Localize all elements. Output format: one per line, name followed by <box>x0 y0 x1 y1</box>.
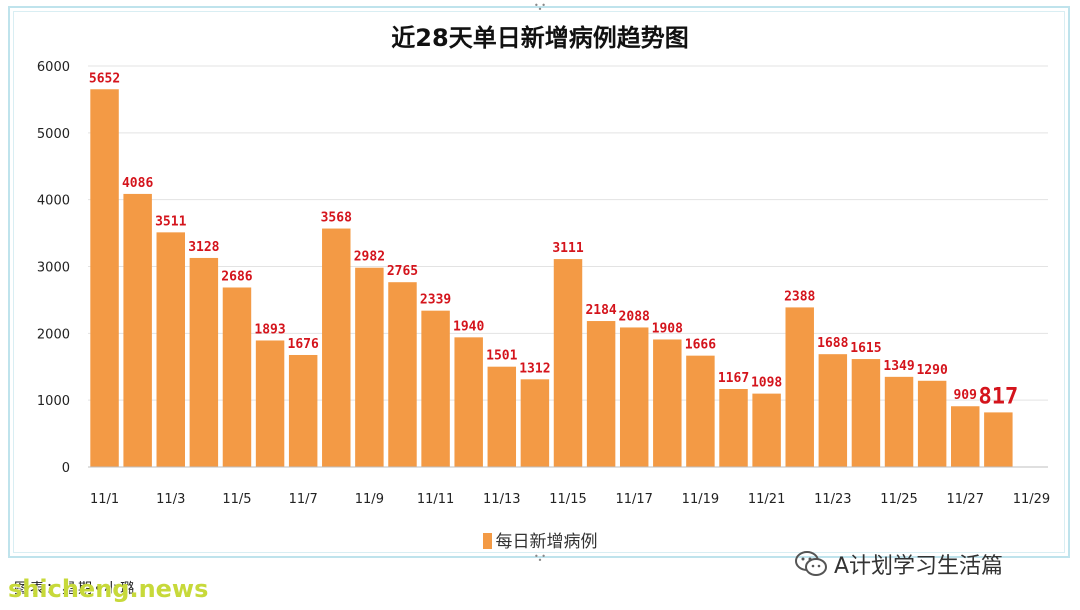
bar-value-label: 1501 <box>486 349 517 364</box>
x-tick-label: 11/21 <box>748 492 785 507</box>
bar <box>619 327 649 467</box>
y-tick-label: 5000 <box>37 127 70 142</box>
bar <box>288 354 318 467</box>
x-tick-label: 11/19 <box>682 492 719 507</box>
bar <box>255 340 285 467</box>
bar <box>686 355 715 467</box>
y-tick-label: 2000 <box>37 327 70 342</box>
site-watermark: shicheng.news <box>8 575 209 603</box>
chart-credit: 图表：星期•小璐 <box>14 581 137 597</box>
bar <box>90 89 119 468</box>
bar <box>322 228 351 467</box>
bar <box>653 339 682 467</box>
bar <box>719 389 748 467</box>
y-tick-label: 0 <box>62 461 70 476</box>
bar-value-label: 2184 <box>585 303 616 318</box>
bar <box>355 267 384 467</box>
bar-value-label: 2388 <box>784 289 815 304</box>
bar <box>884 376 914 467</box>
x-tick-label: 11/9 <box>355 492 384 507</box>
bar <box>123 193 152 467</box>
wechat-account-name: A计划学习生活篇 <box>834 554 1004 579</box>
bar-value-label: 1688 <box>817 336 848 351</box>
y-tick-label: 3000 <box>37 261 70 276</box>
bar <box>984 412 1013 467</box>
bar <box>520 379 550 467</box>
x-tick-label: 11/23 <box>814 492 851 507</box>
legend-label: 每日新增病例 <box>495 532 598 552</box>
bar <box>586 321 616 467</box>
bar <box>189 257 219 467</box>
y-tick-label: 4000 <box>37 194 70 209</box>
x-tick-label: 11/11 <box>417 492 454 507</box>
bar-value-label: 1349 <box>883 359 914 374</box>
x-tick-label: 11/7 <box>289 492 318 507</box>
bar-value-label: 2982 <box>354 250 385 265</box>
bar <box>454 337 483 467</box>
x-tick-label: 11/29 <box>1013 492 1050 507</box>
wechat-watermark: A计划学习生活篇 <box>794 544 1003 584</box>
bar <box>421 310 450 467</box>
bar-value-label: 1167 <box>718 371 749 386</box>
bar-value-label: 3511 <box>155 214 186 229</box>
chart-title: 近28天单日新增病例趋势图 <box>391 24 689 52</box>
bar-value-label: 1893 <box>254 322 285 337</box>
x-tick-label: 11/3 <box>156 492 185 507</box>
bar <box>156 232 185 467</box>
bar <box>851 359 881 467</box>
bar <box>951 406 980 467</box>
bar <box>752 393 781 467</box>
bottom-resize-handle[interactable]: • • • <box>534 552 546 565</box>
bar-value-label: 1676 <box>288 337 319 352</box>
bar-value-label: 1666 <box>685 338 716 353</box>
bar-value-label: 3128 <box>188 240 219 255</box>
bar-value-label: 3111 <box>552 241 583 256</box>
bar-value-label: 1312 <box>519 361 550 376</box>
bar <box>553 259 583 467</box>
legend: 每日新增病例 <box>0 527 1080 552</box>
bar <box>388 282 417 467</box>
x-tick-label: 11/15 <box>549 492 586 507</box>
bar-value-label: 909 <box>953 388 976 403</box>
bar <box>487 366 517 467</box>
bar-value-label: 2088 <box>619 309 650 324</box>
x-tick-label: 11/13 <box>483 492 520 507</box>
bar <box>785 307 814 467</box>
bar-value-label: 3568 <box>321 211 352 226</box>
x-tick-label: 11/1 <box>90 492 119 507</box>
bar <box>222 287 252 467</box>
bar-value-label: 2765 <box>387 264 418 279</box>
x-tick-label: 11/25 <box>880 492 917 507</box>
bar-value-label: 4086 <box>122 176 153 191</box>
x-tick-label: 11/5 <box>222 492 251 507</box>
y-tick-label: 1000 <box>37 394 70 409</box>
wechat-icon <box>794 549 828 579</box>
bar-value-label: 1290 <box>916 363 947 378</box>
x-tick-label: 11/27 <box>947 492 984 507</box>
x-tick-label: 11/17 <box>615 492 652 507</box>
legend-swatch <box>482 533 492 549</box>
bar-value-label: 2686 <box>221 269 252 284</box>
bar-value-label: 1615 <box>850 341 881 356</box>
chart-frame-inner <box>13 11 1065 553</box>
bar-value-label: 5652 <box>89 71 120 86</box>
top-resize-handle[interactable]: • • • <box>534 1 546 14</box>
bar-value-label: 1098 <box>751 376 782 391</box>
bar-value-label: 1940 <box>453 319 484 334</box>
bar <box>818 354 848 467</box>
bar-value-label: 1908 <box>652 321 683 336</box>
y-tick-label: 6000 <box>37 60 70 75</box>
bar <box>917 380 947 467</box>
bar-value-label: 2339 <box>420 293 451 308</box>
bar-value-label: 817 <box>978 384 1018 409</box>
